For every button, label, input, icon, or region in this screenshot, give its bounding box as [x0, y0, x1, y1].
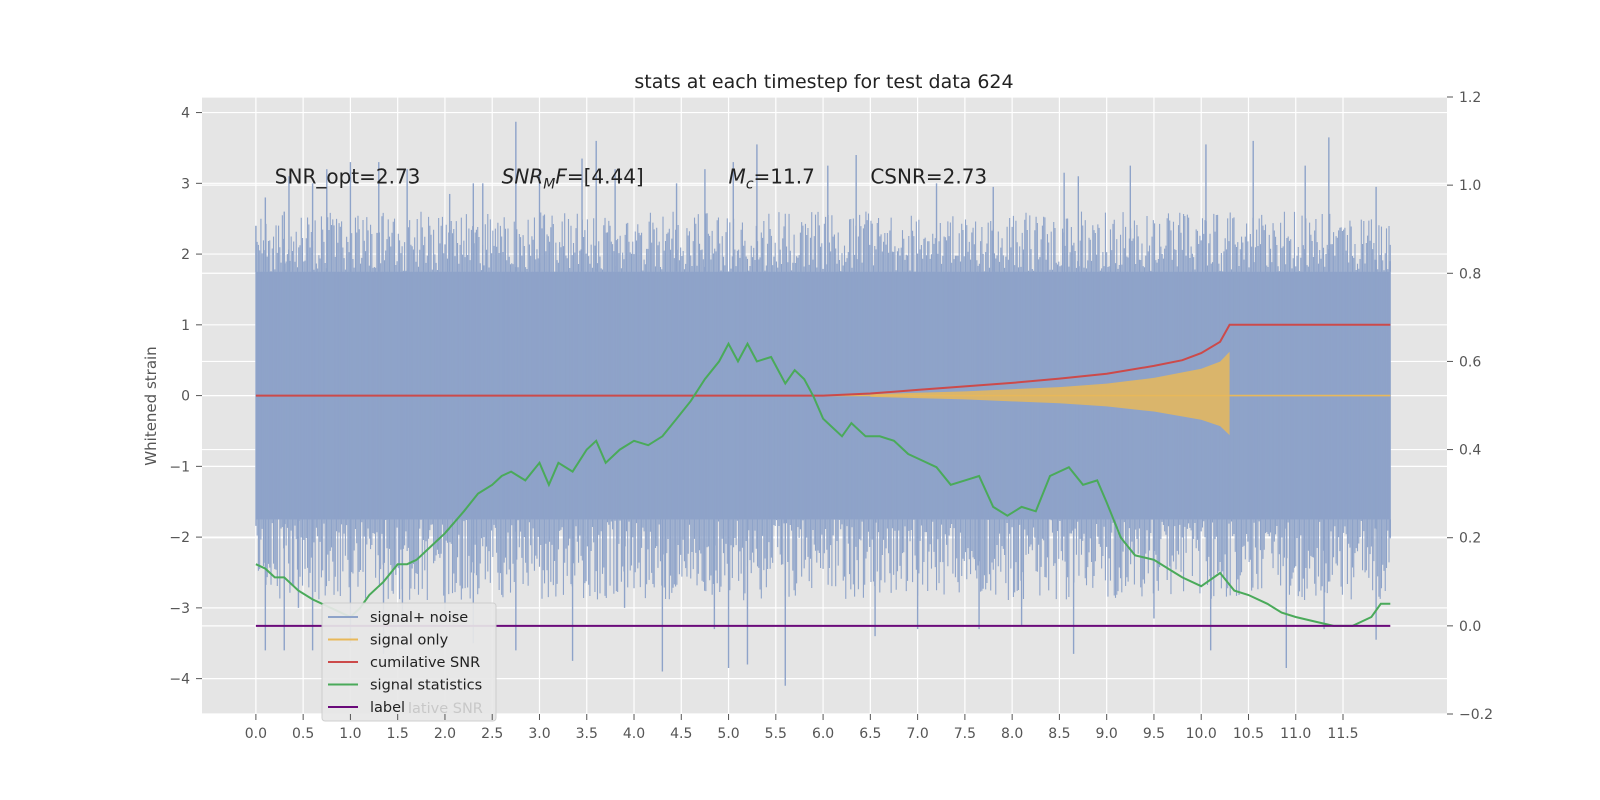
x-tick-label: 10.5 [1233, 726, 1264, 742]
annotation-part: F [555, 164, 567, 188]
annotation-part: M [543, 176, 555, 192]
annotation-part: =[4.44] [567, 164, 644, 188]
x-tick-label: 11.5 [1327, 726, 1358, 742]
y-right-tick-label: 0.6 [1459, 354, 1481, 370]
x-tick-label: 8.0 [1001, 726, 1023, 742]
annotation-text: SNRMF=[4.44] [502, 164, 644, 192]
y-tick-label: 3 [181, 176, 190, 192]
annotation-part: =11.7 [754, 164, 815, 188]
signal-noise-series [255, 121, 1391, 686]
x-tick-label: 2.0 [434, 726, 456, 742]
annotations: SNR_opt=2.73 SNRMF=[4.44] Mc=11.7 CSNR=2.73 [275, 164, 987, 192]
y-right-tick-label: 0.4 [1459, 443, 1481, 459]
y-tick-label: 1 [181, 318, 190, 334]
x-tick-label: 8.5 [1048, 726, 1070, 742]
annotation-part: SNR_opt=2.73 [275, 164, 421, 188]
signal-statistics-series [255, 341, 1391, 627]
x-tick-label: 3.5 [576, 726, 598, 742]
y-right-tick-label: 0.2 [1459, 531, 1481, 547]
annotation-text: SNR_opt=2.73 [275, 164, 421, 188]
x-tick-label: 9.5 [1143, 726, 1165, 742]
plot-area [255, 121, 1391, 686]
annotation-part: c [746, 176, 754, 192]
annotation-part: M [729, 164, 746, 188]
annotation-text: Mc=11.7 [729, 164, 815, 192]
annotation-text: CSNR=2.73 [870, 164, 987, 188]
annotation-part: CSNR=2.73 [870, 164, 987, 188]
x-tick-label: 6.5 [859, 726, 881, 742]
x-tick-label: 6.0 [812, 726, 834, 742]
x-tick-label: 11.0 [1280, 726, 1311, 742]
x-tick-label: 5.0 [717, 726, 739, 742]
y-tick-label: 0 [181, 389, 190, 405]
x-tick-label: 7.0 [906, 726, 928, 742]
y-tick-label: 2 [181, 247, 190, 263]
y-right-tick-label: 1.0 [1459, 178, 1481, 194]
x-tick-label: 3.0 [528, 726, 550, 742]
x-tick-label: 1.5 [387, 726, 409, 742]
cumulative-snr-series [255, 323, 1391, 397]
y-axis-right: −0.2 0.0 0.2 0.4 0.6 0.8 1.0 1.2 [1447, 90, 1493, 723]
legend-box [321, 602, 497, 722]
y-right-tick-label: 0.8 [1459, 266, 1481, 282]
signal-only-series [823, 351, 1391, 436]
y-right-tick-label: −0.2 [1459, 707, 1493, 723]
x-tick-label: 9.0 [1096, 726, 1118, 742]
legend-label: signal only [370, 633, 449, 649]
legend-label: label [370, 700, 405, 716]
x-tick-label: 0.0 [245, 726, 267, 742]
y-tick-label: −2 [169, 530, 190, 546]
annotation-part: SNR [502, 164, 544, 188]
y-axis-label: Whitened strain [142, 346, 160, 465]
legend-ghost-text: lative SNR [408, 701, 483, 717]
x-tick-label: 0.5 [292, 726, 314, 742]
legend-label: signal+ noise [370, 610, 468, 626]
legend: lative SNR signal+ noise signal only cumila… [321, 602, 497, 722]
x-tick-label: 2.5 [481, 726, 503, 742]
legend-label: signal statistics [370, 678, 482, 694]
y-tick-label: −3 [169, 601, 190, 617]
signal-envelope [870, 351, 1230, 436]
y-tick-label: 4 [181, 106, 190, 122]
y-tick-label: −1 [169, 459, 190, 475]
x-tick-label: 4.0 [623, 726, 645, 742]
y-right-tick-label: 1.2 [1459, 90, 1481, 106]
x-axis: 0.0 0.5 1.0 1.5 2.0 2.5 3.0 3.5 4.0 4.5 5.0 5.5 6.0 6… [245, 714, 1359, 742]
y-right-tick-label: 0.0 [1459, 619, 1481, 635]
x-tick-label: 5.5 [765, 726, 787, 742]
y-tick-label: −4 [169, 672, 190, 688]
x-tick-label: 4.5 [670, 726, 692, 742]
x-tick-label: 7.5 [954, 726, 976, 742]
y-axis-left: −4 −3 −2 −1 0 1 2 3 4 [169, 106, 202, 688]
legend-label: cumilative SNR [370, 655, 480, 671]
chart-title: stats at each timestep for test data 624 [634, 71, 1013, 93]
x-tick-label: 10.0 [1186, 726, 1217, 742]
x-tick-label: 1.0 [339, 726, 361, 742]
